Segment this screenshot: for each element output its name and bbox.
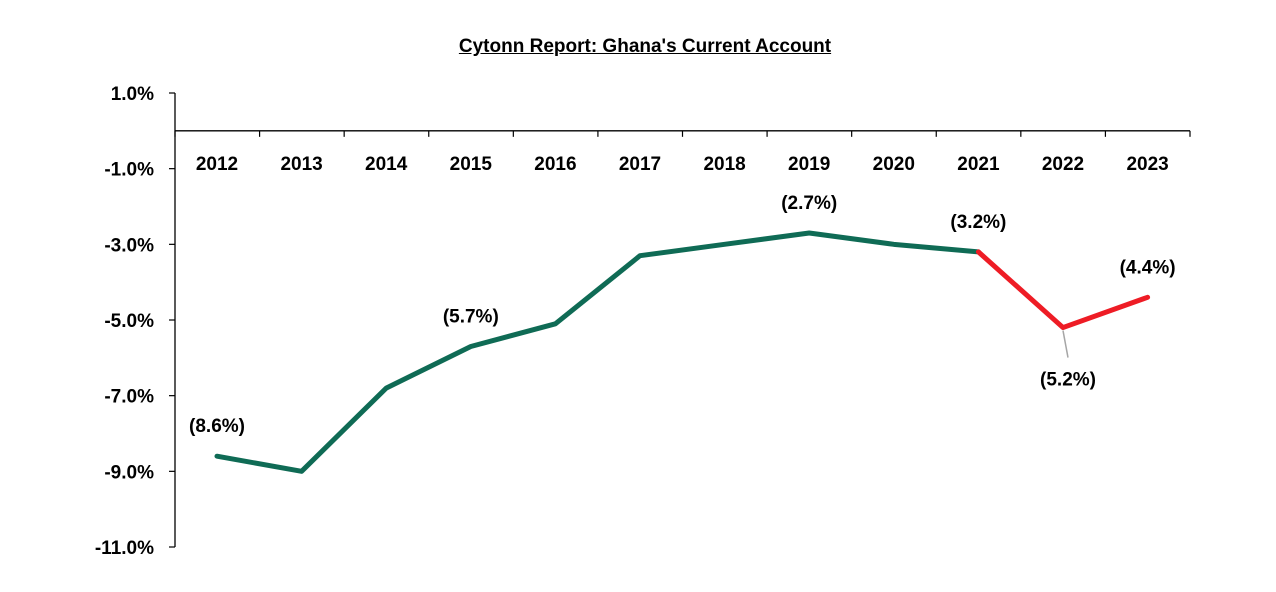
x-tick-label: 2019 [788, 154, 830, 175]
y-tick-label: -1.0% [104, 160, 154, 181]
chart-title: Cytonn Report: Ghana's Current Account [458, 36, 832, 57]
y-tick-label: -11.0% [95, 538, 154, 559]
x-axis: 2012 2013 2014 2015 2016 2017 2018 2019 2020 2021… [174, 130, 1191, 175]
x-tick-label: 2022 [1042, 154, 1084, 175]
series-lines [214, 230, 1151, 474]
x-tick-label: 2023 [1126, 154, 1168, 175]
data-label: (5.2%) [1040, 370, 1096, 391]
data-label: (3.2%) [950, 212, 1006, 233]
x-tick-label: 2015 [450, 154, 493, 175]
x-tick-label: 2021 [957, 154, 1000, 175]
data-labels: (8.6%) (5.7%) (2.7%) (3.2%) (5.2%) (4.4%) [189, 193, 1176, 437]
x-tick-label: 2013 [280, 154, 322, 175]
y-tick-label: -9.0% [104, 462, 154, 483]
data-label: (4.4%) [1120, 257, 1176, 278]
series-line [214, 230, 981, 474]
data-label-leader [1062, 330, 1069, 358]
x-tick-label: 2018 [703, 154, 745, 175]
y-tick-label: 1.0% [111, 84, 154, 105]
data-label: (2.7%) [781, 193, 837, 214]
x-tick-label: 2016 [534, 154, 576, 175]
x-tick-label: 2020 [873, 154, 915, 175]
y-tick-label: -5.0% [104, 311, 154, 332]
data-label: (5.7%) [443, 306, 499, 327]
x-tick-label: 2014 [365, 154, 408, 175]
y-tick-label: -3.0% [104, 235, 154, 256]
x-tick-label: 2017 [619, 154, 661, 175]
y-tick-label: -7.0% [104, 387, 154, 408]
y-axis: 1.0% -1.0% -3.0% -5.0% -7.0% -9.0% -11.0% [95, 84, 176, 559]
x-tick-label: 2012 [196, 154, 238, 175]
series-line-highlight [975, 249, 1151, 331]
data-label: (8.6%) [189, 416, 245, 437]
